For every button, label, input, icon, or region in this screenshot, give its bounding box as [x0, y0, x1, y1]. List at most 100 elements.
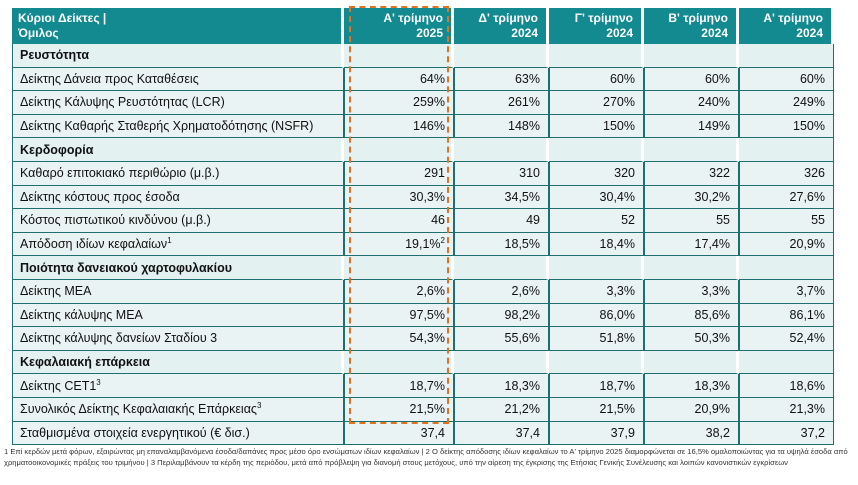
- value-text: 55,6%: [504, 331, 540, 346]
- value-cell: 18,3%: [644, 374, 739, 398]
- value-text: 2,6%: [416, 284, 446, 299]
- value-text: 320: [614, 166, 635, 181]
- kpi-table: Κύριοι Δείκτες | Όμιλος Α' τρίμηνο 2025 …: [12, 8, 834, 446]
- value-text: 19,1%: [405, 237, 441, 252]
- section-spacer-cell: [549, 350, 644, 375]
- section-spacer-cell: [644, 256, 739, 280]
- row-label: Σταθμισμένα στοιχεία ενεργητικού (€ δισ.…: [12, 421, 344, 446]
- section-spacer-cell: [644, 44, 739, 68]
- column-header-period: Δ' τρίμηνο: [478, 11, 538, 25]
- value-cell: 52,4%: [739, 327, 834, 351]
- value-text: 52: [621, 213, 635, 228]
- value-text: 270%: [603, 95, 635, 110]
- row-label-text: Σταθμισμένα στοιχεία ενεργητικού (€ δισ.…: [20, 425, 250, 440]
- footnote-marker: 3: [256, 401, 262, 411]
- value-cell: 240%: [644, 91, 739, 115]
- value-cell: 21,2%: [454, 397, 549, 422]
- section-spacer-cell: [549, 138, 644, 162]
- value-text: 55: [716, 213, 730, 228]
- value-text: 85,6%: [694, 307, 730, 322]
- value-text: 21,2%: [504, 402, 540, 417]
- value-text: 150%: [793, 119, 825, 134]
- row-label-text: Απόδοση ιδίων κεφαλαίων: [20, 237, 168, 252]
- value-text: 64%: [419, 71, 445, 86]
- value-text: 18,4%: [599, 237, 635, 252]
- value-cell: 249%: [739, 91, 834, 115]
- kpi-table-container: Κύριοι Δείκτες | Όμιλος Α' τρίμηνο 2025 …: [12, 6, 834, 446]
- row-label: Δείκτης Κάλυψης Ρευστότητας (LCR): [12, 91, 344, 115]
- value-cell: 86,1%: [739, 303, 834, 328]
- row-label-text: Δείκτης κόστους προς έσοδα: [20, 189, 180, 204]
- value-text: 18,7%: [599, 378, 635, 393]
- row-label-text: Δείκτης Δάνεια προς Καταθέσεις: [20, 71, 199, 86]
- row-label: Δείκτης Καθαρής Σταθερής Χρηματοδότησης …: [12, 114, 344, 139]
- table-row: Δείκτης Δάνεια προς Καταθέσεις 64% 63% 60% 6…: [12, 67, 834, 92]
- value-cell: 30,4%: [549, 185, 644, 210]
- value-text: 146%: [413, 119, 445, 134]
- column-header-year: 2025: [416, 26, 443, 40]
- row-label: Απόδοση ιδίων κεφαλαίων1: [12, 232, 344, 257]
- header-title: Κύριοι Δείκτες | Όμιλος: [12, 8, 344, 44]
- value-cell: 55: [739, 209, 834, 233]
- section-spacer-cell: [454, 44, 549, 68]
- value-cell: 149%: [644, 114, 739, 139]
- value-text: 37,9: [610, 425, 635, 440]
- footnote-marker: 1: [167, 235, 172, 245]
- section-spacer-cell: [344, 138, 454, 162]
- section-spacer-cell: [344, 256, 454, 280]
- value-cell: 261%: [454, 91, 549, 115]
- value-cell: 259%: [344, 91, 454, 115]
- value-cell: 326: [739, 161, 834, 186]
- section-spacer-cell: [739, 256, 834, 280]
- section-spacer-cell: [454, 256, 549, 280]
- value-text: 97,5%: [409, 307, 445, 322]
- value-text: 3,3%: [606, 284, 636, 299]
- value-cell: 46: [344, 209, 454, 233]
- row-label-text: Δείκτης κάλυψης ΜΕΑ: [20, 307, 143, 322]
- value-cell: 60%: [739, 67, 834, 92]
- section-spacer-cell: [344, 44, 454, 68]
- value-cell: 20,9%: [739, 232, 834, 257]
- row-label: Κόστος πιστωτικού κινδύνου (μ.β.): [12, 209, 344, 233]
- table-row: Δείκτης Καθαρής Σταθερής Χρηματοδότησης …: [12, 114, 834, 139]
- value-text: 60%: [799, 71, 825, 86]
- section-header-row: Κερδοφορία: [12, 138, 834, 162]
- value-cell: 30,2%: [644, 185, 739, 210]
- value-cell: 37,9: [549, 421, 644, 446]
- column-header-period: Α' τρίμηνο: [383, 11, 443, 25]
- value-text: 261%: [508, 95, 540, 110]
- value-cell: 85,6%: [644, 303, 739, 328]
- value-cell: 21,5%: [344, 397, 454, 422]
- value-cell: 86,0%: [549, 303, 644, 328]
- table-row: Δείκτης CET13 18,7% 18,3% 18,7% 18,3% 18,6%: [12, 374, 834, 398]
- footnote: 1 Επί κερδών μετά φόρων, εξαιρώντας μη ε…: [4, 447, 848, 467]
- value-text: 326: [804, 166, 825, 181]
- row-label-text: Δείκτης Κάλυψης Ρευστότητας (LCR): [20, 95, 225, 110]
- value-text: 21,3%: [789, 402, 825, 417]
- value-text: 60%: [704, 71, 730, 86]
- table-body: Ρευστότητα Δείκτης Δάνεια προς Καταθέσεις…: [12, 44, 834, 446]
- section-spacer-cell: [549, 44, 644, 68]
- value-text: 34,5%: [504, 189, 540, 204]
- value-cell: 18,6%: [739, 374, 834, 398]
- column-header-q2-2024: Β' τρίμηνο 2024: [644, 8, 739, 44]
- table-row: Απόδοση ιδίων κεφαλαίων1 19,1%2 18,5% 18,4%…: [12, 232, 834, 257]
- value-text: 52,4%: [789, 331, 825, 346]
- value-cell: 310: [454, 161, 549, 186]
- section-title: Κεφαλαιακή επάρκεια: [12, 350, 344, 375]
- value-cell: 3,7%: [739, 279, 834, 304]
- value-cell: 2,6%: [344, 279, 454, 304]
- value-text: 18,5%: [504, 237, 540, 252]
- value-cell: 37,4: [454, 421, 549, 446]
- value-text: 149%: [698, 119, 730, 134]
- section-spacer-cell: [454, 350, 549, 375]
- value-cell: 54,3%: [344, 327, 454, 351]
- value-cell: 34,5%: [454, 185, 549, 210]
- table-row: Σταθμισμένα στοιχεία ενεργητικού (€ δισ.…: [12, 421, 834, 446]
- section-header-row: Ποιότητα δανειακού χαρτοφυλακίου: [12, 256, 834, 280]
- row-label-text: Καθαρό επιτοκιακό περιθώριο (μ.β.): [20, 166, 220, 181]
- column-header-q1-2025: Α' τρίμηνο 2025: [344, 8, 454, 44]
- row-label-text: Κόστος πιστωτικού κινδύνου (μ.β.): [20, 213, 211, 228]
- value-text: 18,6%: [789, 378, 825, 393]
- value-cell: 27,6%: [739, 185, 834, 210]
